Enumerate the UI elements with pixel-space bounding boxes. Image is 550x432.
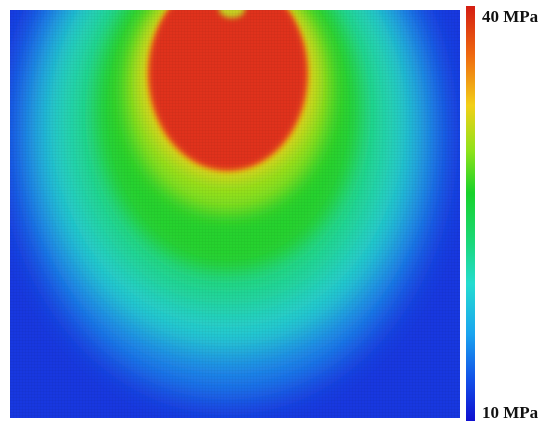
colorbar-gradient (466, 6, 475, 421)
colorbar-max-label: 40 MPa (482, 7, 539, 26)
stress-contour-plot (10, 10, 460, 418)
mesh-grid (10, 10, 460, 418)
colorbar-min-label: 10 MPa (482, 403, 539, 422)
